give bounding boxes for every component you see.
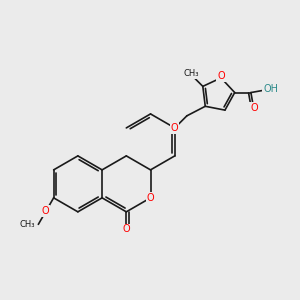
Text: O: O [147,193,154,203]
Text: CH₃: CH₃ [19,220,35,229]
Text: O: O [122,224,130,235]
Text: OH: OH [263,84,278,94]
Text: O: O [171,123,178,133]
Text: O: O [217,71,225,81]
Text: CH₃: CH₃ [184,69,199,78]
Text: O: O [42,206,49,216]
Text: O: O [250,103,258,113]
